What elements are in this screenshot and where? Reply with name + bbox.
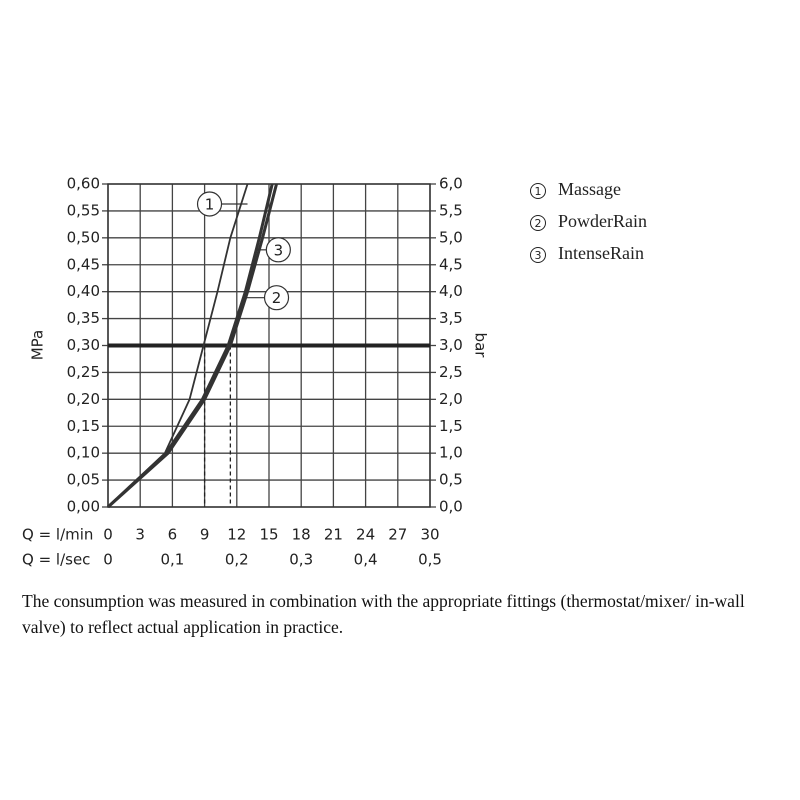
- y-tick-label: 0,30: [67, 336, 100, 354]
- y2-tick-label: 5,0: [439, 228, 463, 246]
- curve-label: 3: [274, 241, 284, 259]
- y2-axis-label: bar: [472, 333, 490, 359]
- y2-tick-label: 2,5: [439, 363, 463, 381]
- x2-tick-label: 0,1: [160, 551, 184, 569]
- y2-tick-label: 1,0: [439, 444, 463, 462]
- y2-tick-label: 1,5: [439, 417, 463, 435]
- caption: The consumption was measured in combinat…: [22, 591, 745, 637]
- x-tick-label: 24: [356, 526, 375, 544]
- y-tick-label: 0,25: [67, 363, 100, 381]
- y2-tick-label: 0,5: [439, 471, 463, 489]
- x2-tick-label: 0,4: [354, 551, 378, 569]
- legend-circle: [530, 215, 546, 231]
- y-tick-label: 0,05: [67, 471, 100, 489]
- x2-tick-label: 0,2: [225, 551, 249, 569]
- y-tick-label: 0,15: [67, 417, 100, 435]
- y2-tick-label: 4,0: [439, 282, 463, 300]
- y2-tick-label: 3,5: [439, 309, 463, 327]
- y-tick-label: 0,40: [67, 282, 100, 300]
- y-tick-label: 0,20: [67, 390, 100, 408]
- y-tick-label: 0,50: [67, 228, 100, 246]
- y-tick-label: 0,45: [67, 255, 100, 273]
- x-axis-label: Q = l/min: [22, 526, 93, 544]
- y2-tick-label: 5,5: [439, 201, 463, 219]
- y-tick-label: 0,60: [67, 175, 100, 193]
- x-tick-label: 15: [259, 526, 278, 544]
- x-tick-label: 21: [324, 526, 343, 544]
- x2-tick-label: 0,5: [418, 551, 442, 569]
- curve-label-circle: [265, 237, 291, 263]
- y-axis-label: MPa: [29, 330, 47, 361]
- x-tick-label: 18: [292, 526, 311, 544]
- x-tick-label: 27: [388, 526, 407, 544]
- x2-axis-label: Q = l/sec: [22, 551, 90, 569]
- legend-number: 1: [535, 185, 542, 198]
- y2-tick-label: 3,0: [439, 336, 463, 354]
- x-tick-label: 9: [200, 526, 210, 544]
- curve-label: 2: [272, 289, 282, 307]
- legend-circle: [530, 247, 546, 263]
- legend-circle: [530, 183, 546, 199]
- y-tick-label: 0,00: [67, 498, 100, 516]
- line-series: [106, 183, 278, 509]
- curve-label-circle: [263, 285, 290, 311]
- curve-label-circle: [196, 191, 223, 217]
- legend-number: 2: [535, 217, 542, 230]
- x-tick-label: 0: [103, 526, 113, 544]
- y2-tick-label: 0,0: [439, 498, 463, 516]
- y-tick-label: 0,55: [67, 201, 100, 219]
- y2-tick-label: 6,0: [439, 175, 463, 193]
- curve-label: 1: [205, 196, 215, 214]
- x-tick-label: 12: [227, 526, 246, 544]
- line-series: [106, 183, 274, 509]
- x2-tick-label: 0,3: [289, 551, 313, 569]
- x2-tick-label: 0: [103, 551, 113, 569]
- legend-label: PowderRain: [558, 211, 647, 231]
- x-tick-label: 30: [420, 526, 439, 544]
- y2-tick-label: 4,5: [439, 255, 463, 273]
- y-tick-label: 0,35: [67, 309, 100, 327]
- x-tick-label: 6: [168, 526, 178, 544]
- legend-label: IntenseRain: [558, 243, 644, 263]
- y2-tick-label: 2,0: [439, 390, 463, 408]
- legend-number: 3: [535, 249, 542, 262]
- legend-label: Massage: [558, 179, 621, 199]
- x-tick-label: 3: [135, 526, 145, 544]
- y-tick-label: 0,10: [67, 444, 100, 462]
